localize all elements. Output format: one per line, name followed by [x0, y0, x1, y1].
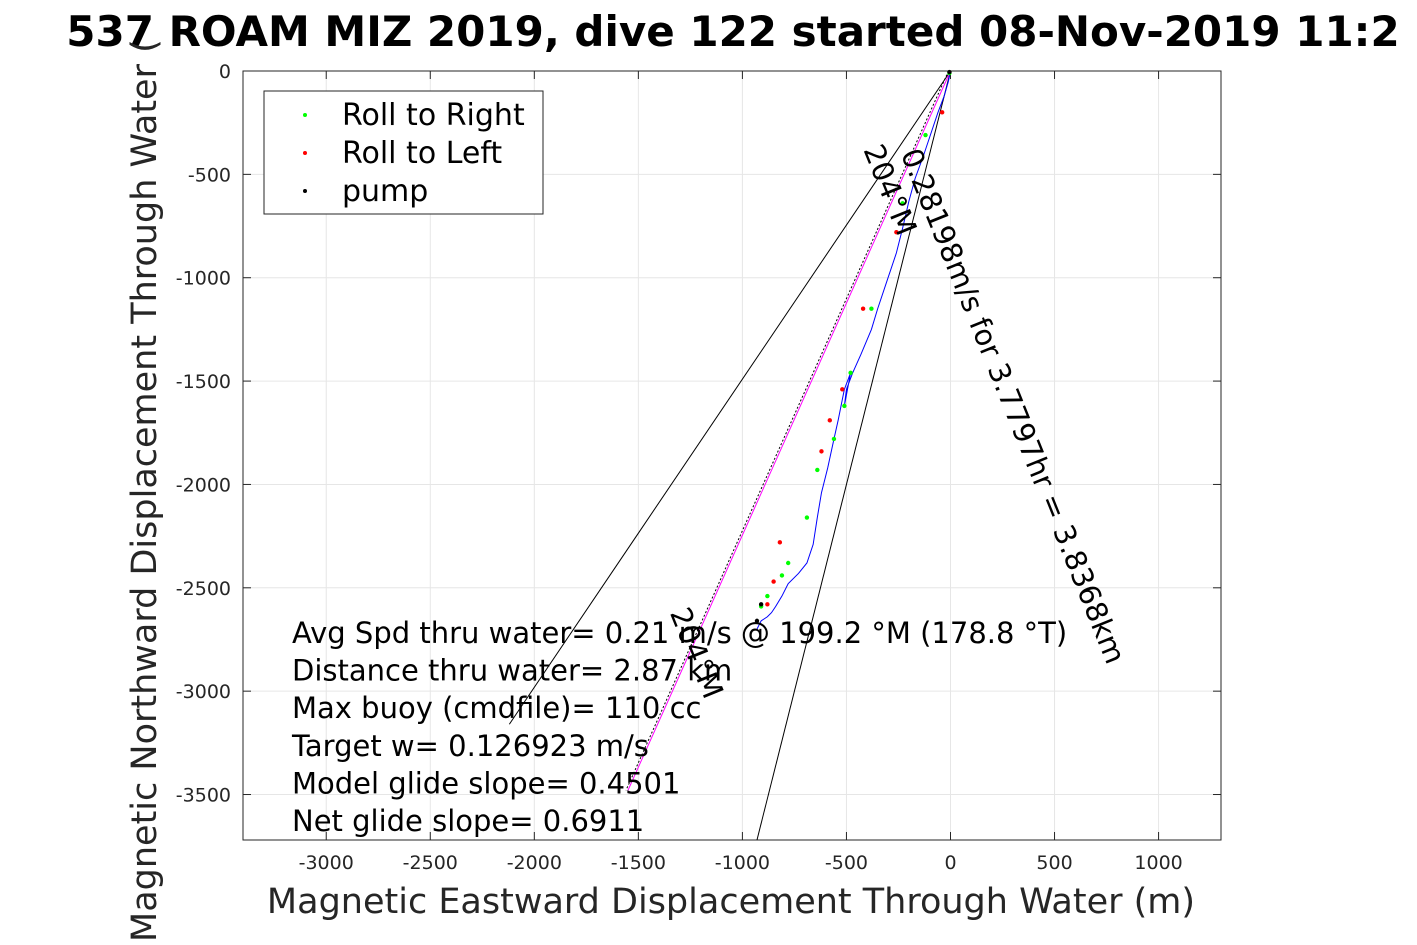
roll-right-point: [848, 370, 853, 376]
x-axis-label: Magnetic Eastward Displacement Through W…: [267, 882, 1195, 922]
roll-left-point: [939, 110, 945, 115]
roll-left-point: [860, 306, 866, 311]
stats-annotation: Target w= 0.126923 m/s: [291, 729, 649, 763]
x-tick-label: -1000: [715, 852, 770, 874]
roll-left-point: [777, 540, 783, 545]
x-tick-label: -1500: [611, 852, 666, 874]
roll-right-point: [779, 573, 785, 578]
y-tick-label: -2500: [176, 578, 231, 600]
rotated-label: 0.28198m/s for 3.7797hr = 3.8368km: [894, 144, 1132, 669]
x-tick-label: 1000: [1134, 852, 1182, 874]
annotations: Avg Spd thru water= 0.21 m/s @ 199.2 °M …: [291, 616, 1067, 838]
roll-left-point: [771, 579, 776, 584]
y-tick-label: 0: [219, 61, 231, 83]
roll-right-point: [804, 515, 810, 520]
roll-right-point: [831, 436, 837, 442]
pump-point: [947, 69, 952, 75]
legend-box: [263, 90, 544, 215]
y-tick-label: -1000: [176, 268, 231, 290]
legend-label-pump: pump: [342, 174, 428, 209]
x-tick-label: -3000: [299, 852, 354, 874]
stats-annotation: Avg Spd thru water= 0.21 m/s @ 199.2 °M …: [292, 616, 1067, 650]
y-axis-label: Magnetic Northward Displacement Through …: [125, 39, 165, 942]
roll-right-point: [765, 593, 770, 599]
chart-title: 537 ROAM MIZ 2019, dive 122 started 08-N…: [66, 7, 1399, 56]
x-tick-label: -500: [825, 852, 868, 874]
y-ticks: 0 -500 -1000 -1500 -2000 -2500 -3000 -3500: [176, 61, 1221, 807]
x-tick-label: -2000: [507, 852, 562, 874]
stats-annotation: Max buoy (cmdfile)= 110 cc: [292, 691, 701, 725]
roll-left-point: [894, 230, 899, 235]
heading-cone-line: [756, 70, 951, 841]
pump-point: [754, 618, 760, 624]
roll-right-point: [900, 201, 905, 206]
roll-right-point: [869, 306, 874, 311]
track-line: [756, 70, 951, 630]
roll-right-point: [815, 467, 820, 473]
stats-annotation: Model glide slope= 0.4501: [292, 766, 680, 800]
x-tick-label: -2500: [403, 852, 458, 874]
roll-right-point: [923, 132, 928, 138]
stats-annotation: Net glide slope= 0.6911: [292, 804, 644, 838]
y-tick-label: -500: [188, 164, 231, 186]
legend-marker-roll-left: [303, 151, 307, 155]
heading-cone-line: [508, 70, 951, 725]
legend-label-roll-right: Roll to Right: [342, 98, 525, 133]
heading-line-dotted: [625, 70, 949, 791]
roll-left-point: [827, 418, 832, 423]
y-tick-label: -3000: [176, 681, 231, 703]
legend-marker-roll-right: [303, 113, 307, 117]
lines: [508, 70, 951, 841]
roll-left-point: [765, 602, 770, 607]
legend: Roll to Right Roll to Left pump: [263, 90, 544, 215]
legend-label-roll-left: Roll to Left: [342, 136, 502, 171]
roll-left-point: [840, 387, 845, 392]
y-tick-label: -3500: [176, 785, 231, 807]
y-tick-label: -2000: [176, 474, 231, 496]
heading-line: [627, 70, 951, 791]
x-tick-label: 500: [1036, 852, 1072, 874]
roll-left-point: [819, 449, 824, 454]
roll-right-point: [785, 560, 791, 566]
legend-marker-pump: [303, 189, 307, 193]
roll-right-point: [842, 403, 847, 409]
stats-annotation: Distance thru water= 2.87 km: [292, 654, 732, 688]
markers: [754, 69, 952, 624]
plot-frame: [242, 70, 1222, 841]
x-ticks: -3000 -2500 -2000 -1500 -1000 -500 0 500 1000: [299, 71, 1183, 874]
y-tick-label: -1500: [176, 371, 231, 393]
pump-point: [758, 602, 764, 607]
x-tick-label: 0: [944, 852, 956, 874]
